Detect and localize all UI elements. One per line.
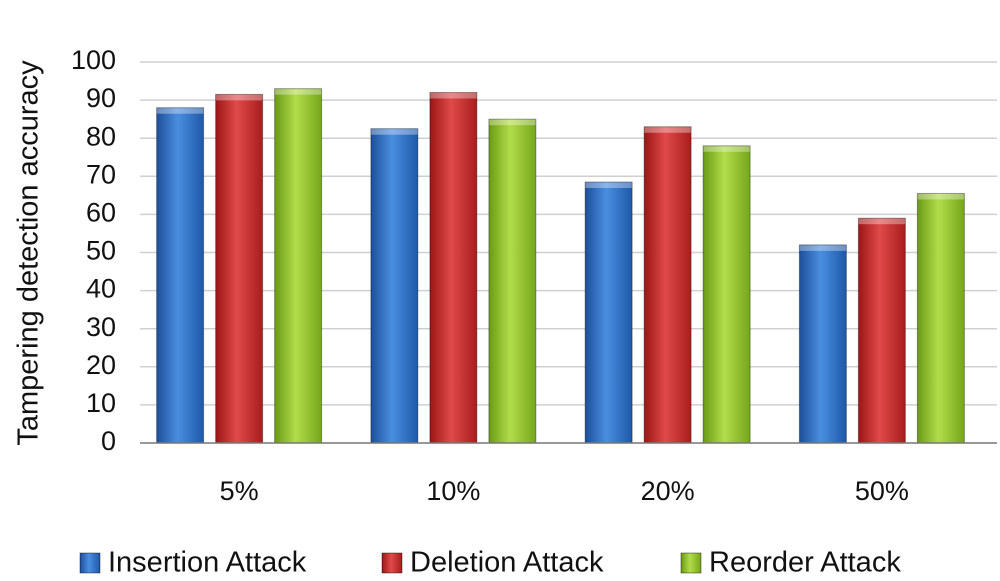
bar <box>857 217 906 444</box>
bar-top-highlight <box>858 218 906 225</box>
y-tick-label: 100 <box>71 45 116 75</box>
bars <box>156 88 965 444</box>
y-tick-label: 0 <box>101 426 116 456</box>
y-tick-label: 20 <box>86 350 116 380</box>
bar-top-highlight <box>274 88 322 95</box>
bar <box>916 192 965 444</box>
legend-swatch <box>381 552 403 574</box>
bar-body <box>370 128 418 444</box>
bar <box>370 128 419 444</box>
bar <box>429 91 478 444</box>
y-tick-label: 80 <box>86 121 116 151</box>
bar-top-highlight <box>703 145 751 152</box>
legend-label: Insertion Attack <box>108 547 307 579</box>
y-tick-label: 60 <box>86 198 116 228</box>
bar-top-highlight <box>370 128 418 135</box>
bar-body <box>156 107 204 443</box>
y-axis-ticks: 0 10 20 30 40 50 60 70 80 90 100 <box>71 45 116 456</box>
bar-top-highlight <box>215 94 263 101</box>
bar-body <box>215 94 263 443</box>
bar <box>156 107 205 444</box>
bar <box>798 244 847 444</box>
bar-top-highlight <box>644 126 692 133</box>
bar-body <box>703 145 751 443</box>
legend: Insertion Attack Deletion Attack Reorder A… <box>79 547 901 579</box>
bar-top-highlight <box>799 244 847 251</box>
legend-item: Reorder Attack <box>680 547 901 579</box>
legend-swatch <box>680 552 702 574</box>
bar <box>643 126 692 444</box>
bar-body <box>585 182 633 443</box>
bar <box>274 88 323 444</box>
legend-item: Insertion Attack <box>79 547 307 579</box>
bar-body <box>917 193 965 443</box>
y-tick-label: 70 <box>86 159 116 189</box>
x-tick-label: 20% <box>641 476 695 506</box>
y-axis-label: Tampering detection accuracy <box>13 60 45 446</box>
bar-body <box>858 218 906 443</box>
bar-body <box>274 88 322 444</box>
x-tick-label: 5% <box>220 476 259 506</box>
bar <box>215 93 264 444</box>
bar-body <box>644 126 692 444</box>
bar-body <box>799 244 847 443</box>
x-tick-label: 50% <box>855 476 909 506</box>
legend-swatch <box>79 552 101 574</box>
y-tick-label: 30 <box>86 312 116 342</box>
bar-top-highlight <box>488 119 536 126</box>
bar <box>702 145 751 444</box>
bar-top-highlight <box>429 92 477 99</box>
legend-label: Reorder Attack <box>709 547 901 579</box>
legend-label: Deletion Attack <box>410 547 604 579</box>
bar <box>584 181 633 444</box>
bar-top-highlight <box>156 107 204 114</box>
y-tick-label: 40 <box>86 274 116 304</box>
bar-top-highlight <box>917 193 965 200</box>
bar-body <box>488 119 536 444</box>
bar-body <box>429 92 477 443</box>
y-tick-label: 90 <box>86 83 116 113</box>
x-axis-labels: 5% 10% 20% 50% <box>220 476 909 506</box>
x-tick-label: 10% <box>426 476 480 506</box>
y-tick-label: 10 <box>86 388 116 418</box>
bar-top-highlight <box>585 182 633 189</box>
y-tick-label: 50 <box>86 236 116 266</box>
bar <box>488 118 537 444</box>
legend-item: Deletion Attack <box>381 547 604 579</box>
